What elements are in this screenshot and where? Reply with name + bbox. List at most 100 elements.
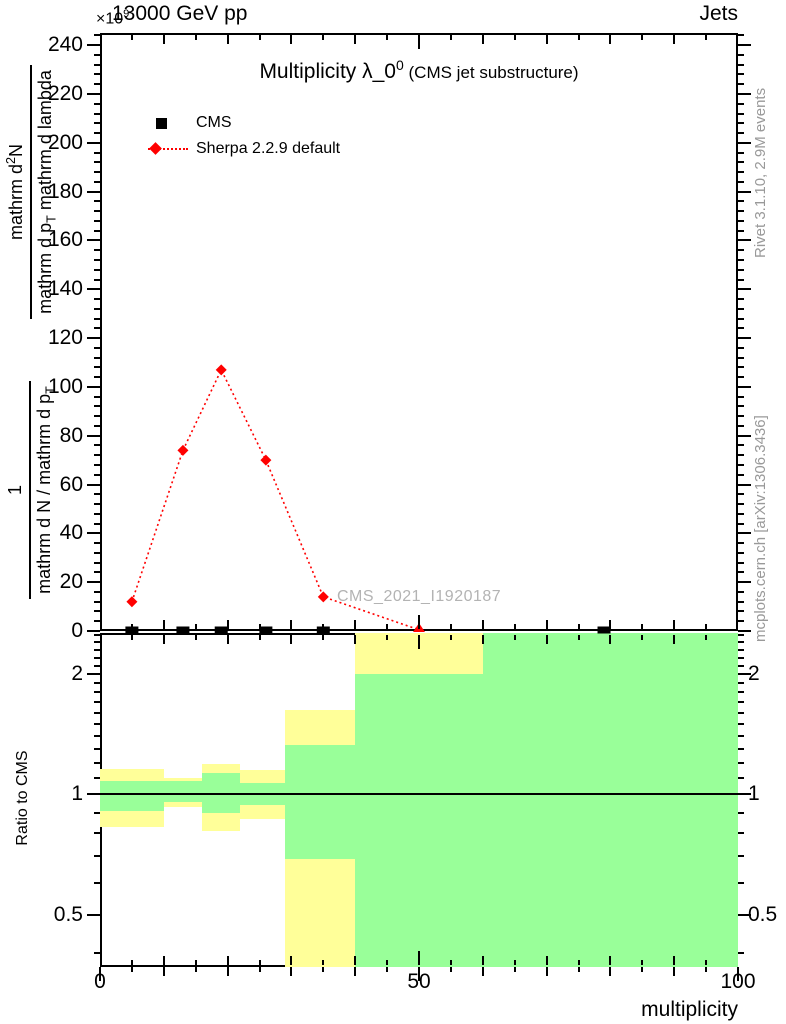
- main-bottom-tick: [514, 624, 516, 629]
- main-y-tick-left: [94, 230, 100, 232]
- main-y-tick-right: [738, 474, 744, 476]
- ratio-y-tick-left: [94, 641, 100, 643]
- main-top-tick: [705, 35, 707, 40]
- ratio-top-tick: [131, 635, 133, 640]
- main-bottom-tick: [641, 624, 643, 629]
- main-y-tick-label: 120: [47, 326, 83, 350]
- ratio-y-tick-right: [738, 657, 744, 659]
- main-y-tick-right: [738, 610, 744, 612]
- legend: CMS Sherpa 2.2.9 default: [148, 110, 340, 162]
- ratio-y-tick-right: [738, 691, 744, 693]
- main-y-tick-left: [94, 415, 100, 417]
- main-y-tick-left: [94, 220, 100, 222]
- main-y-tick-left: [87, 630, 100, 632]
- main-y-tick-right: [738, 288, 751, 290]
- plot-title: Multiplicity λ_00 (CMS jet substructure): [100, 57, 738, 84]
- ratio-bottom-in-tick: [673, 956, 675, 965]
- mcplots-credit-label: mcplots.cern.ch [arXiv:1306.3436]: [752, 415, 769, 642]
- main-top-tick: [259, 35, 261, 40]
- main-y-tick-right: [738, 513, 744, 515]
- main-y-tick-right: [738, 83, 744, 85]
- main-y-tick-right: [738, 308, 744, 310]
- main-y-tick-right: [738, 591, 744, 593]
- main-bottom-tick: [227, 620, 229, 629]
- rivet-version-label: Rivet 3.1.10, 2.9M events: [752, 87, 769, 258]
- main-y-tick-right: [738, 366, 744, 368]
- main-y-tick-label: 180: [47, 179, 83, 203]
- main-y-tick-right: [738, 161, 744, 163]
- ratio-y-tick-right: [738, 777, 744, 779]
- main-y-tick-left: [94, 298, 100, 300]
- ratio-bottom-out-tick: [290, 967, 292, 976]
- ratio-y-tick-left: [94, 701, 100, 703]
- main-top-tick: [131, 35, 133, 40]
- ratio-y-tick-left: [94, 665, 100, 667]
- legend-label-sherpa: Sherpa 2.2.9 default: [196, 140, 341, 157]
- ratio-y-tick-label-right: 0.5: [748, 902, 778, 926]
- ratio-bottom-out-tick: [418, 967, 420, 981]
- main-y-tick-right: [738, 220, 744, 222]
- ratio-bottom-out-tick: [131, 967, 133, 972]
- ratio-y-tick-label-left: 2: [71, 662, 83, 686]
- main-y-tick-right: [738, 152, 744, 154]
- main-y-tick-right: [738, 64, 744, 66]
- ratio-bottom-in-tick: [131, 960, 133, 965]
- main-y-tick-label: 40: [59, 521, 83, 545]
- ratio-y-tick-left: [94, 682, 100, 684]
- main-y-tick-right: [738, 484, 751, 486]
- main-y-tick-label: 100: [47, 374, 83, 398]
- ratio-y-tick-left: [94, 735, 100, 737]
- main-y-tick-left: [87, 239, 100, 241]
- ratio-y-tick-right: [738, 723, 744, 725]
- main-y-tick-right: [738, 122, 744, 124]
- main-y-tick-right: [738, 523, 744, 525]
- main-y-tick-right: [738, 200, 744, 202]
- ratio-top-tick: [227, 635, 229, 644]
- main-y-tick-right: [738, 425, 744, 427]
- main-y-tick-label: 80: [59, 423, 83, 447]
- main-y-tick-right: [738, 571, 744, 573]
- ratio-y-major-tick-left: [87, 673, 100, 675]
- ratio-y-tick-left: [94, 723, 100, 725]
- main-y-tick-right: [738, 552, 744, 554]
- main-y-tick-left: [94, 571, 100, 573]
- ratio-y-major-tick-right: [738, 673, 751, 675]
- main-top-tick: [163, 35, 165, 44]
- main-y-tick-left: [94, 327, 100, 329]
- main-y-tick-left: [94, 152, 100, 154]
- ratio-y-tick-left: [94, 832, 100, 834]
- ratio-bottom-out-tick: [354, 967, 356, 976]
- main-y-tick-label: 200: [47, 130, 83, 154]
- main-top-tick: [322, 35, 324, 40]
- ratio-top-tick: [514, 635, 516, 640]
- main-top-tick: [514, 35, 516, 40]
- ratio-y-tick-label-left: 0.5: [53, 902, 83, 926]
- main-y-tick-right: [738, 34, 744, 36]
- main-y-tick-right: [738, 376, 744, 378]
- main-y-tick-right: [738, 347, 744, 349]
- ratio-y-tick-right: [738, 665, 744, 667]
- x-tick-label: 50: [407, 970, 431, 993]
- ratio-bottom-out-tick: [546, 967, 548, 976]
- ratio-bottom-in-tick: [705, 960, 707, 965]
- main-y-tick-left: [94, 396, 100, 398]
- main-y-tick-right: [738, 279, 744, 281]
- main-y-tick-left: [94, 610, 100, 612]
- main-bottom-tick: [163, 620, 165, 629]
- main-y-tick-left: [94, 210, 100, 212]
- main-y-tick-right: [738, 601, 744, 603]
- ratio-top-tick: [546, 635, 548, 644]
- main-y-tick-left: [94, 542, 100, 544]
- ratio-bottom-out-tick: [514, 967, 516, 972]
- ratio-bottom-out-tick: [99, 967, 101, 981]
- ratio-bottom-in-tick: [641, 960, 643, 965]
- main-y-tick-right: [738, 327, 744, 329]
- main-y-tick-label: 140: [47, 277, 83, 301]
- main-y-tick-right: [738, 464, 744, 466]
- main-y-tick-left: [94, 425, 100, 427]
- main-y-tick-label: 240: [47, 33, 83, 57]
- ratio-inner-uncertainty-band: [285, 744, 356, 859]
- ratio-y-major-tick-left: [87, 914, 100, 916]
- main-y-tick-right: [738, 532, 751, 534]
